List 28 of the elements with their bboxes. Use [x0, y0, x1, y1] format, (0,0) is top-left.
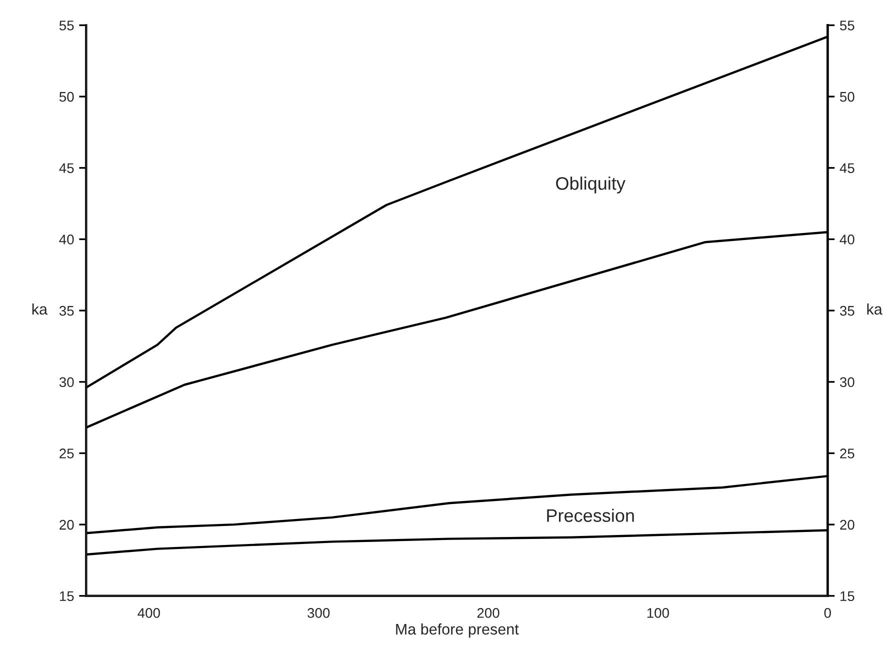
- y-tick-label: 20: [60, 520, 74, 530]
- x-tick-label: 0: [824, 608, 831, 618]
- y-tick-label: 30: [59, 377, 74, 388]
- y-tick-label: 55: [59, 20, 74, 30]
- annotation: Obliquity: [556, 176, 626, 194]
- y2-tick-label: 20: [840, 520, 854, 530]
- y-tick-label: 25: [60, 448, 74, 458]
- y2-tick-label: 45: [840, 163, 854, 174]
- y2-tick-label: 50: [840, 92, 854, 102]
- y2-tick-label: 30: [840, 377, 854, 388]
- x-tick-label: 100: [647, 608, 669, 618]
- y-axis-title: ka: [32, 303, 48, 315]
- y-tick-label: 35: [59, 306, 74, 316]
- y2-tick-label: 40: [840, 234, 854, 244]
- annotation: Precession: [547, 508, 634, 522]
- y2-tick-label: 55: [840, 20, 854, 30]
- y-tick-label: 45: [59, 163, 74, 174]
- x-axis-title: Ma before present: [396, 623, 519, 638]
- y-tick-label: 15: [60, 591, 74, 602]
- x-tick-label: 200: [477, 608, 500, 618]
- y2-tick-label: 25: [840, 448, 854, 458]
- y-tick-label: 40: [59, 234, 74, 244]
- y-tick-label: 50: [59, 92, 74, 102]
- x-tick-label: 400: [138, 608, 160, 618]
- y2-tick-label: 15: [840, 591, 854, 602]
- x-tick-label: 300: [308, 608, 330, 618]
- y2-tick-label: 35: [840, 306, 854, 316]
- y2-axis-title: ka: [867, 303, 882, 315]
